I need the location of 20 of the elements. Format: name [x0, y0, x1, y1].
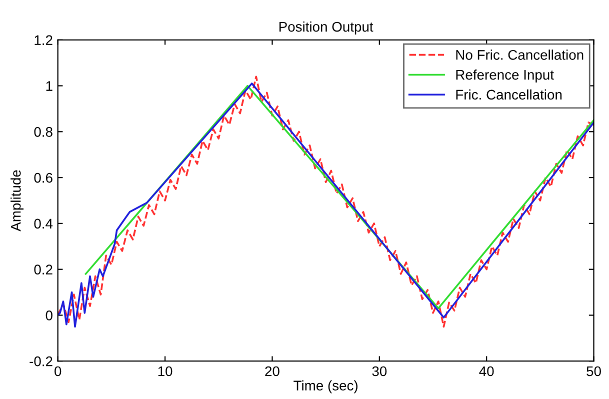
- legend-label: Reference Input: [456, 70, 554, 82]
- x-tick-label: 50: [586, 366, 601, 376]
- y-tick-label: 1.2: [34, 35, 52, 45]
- legend-label: Fric. Cancellation: [456, 89, 562, 100]
- legend-label: No Fric. Cancellation: [456, 50, 584, 60]
- y-tick-label: -0.2: [30, 356, 52, 366]
- y-tick-label: 0.4: [34, 218, 53, 229]
- x-tick-label: 0: [54, 366, 62, 376]
- x-tick-label: 20: [265, 366, 280, 376]
- x-tick-label: 40: [479, 366, 494, 376]
- y-axis-title: Amplitude: [10, 170, 24, 232]
- y-tick-label: 1: [46, 81, 52, 91]
- y-tick-label: 0: [46, 310, 52, 320]
- x-axis-title: Time (sec): [294, 380, 358, 394]
- y-tick-label: 0.8: [34, 127, 52, 137]
- y-tick-label: 0.2: [34, 264, 52, 274]
- x-tick-label: 30: [372, 366, 387, 376]
- y-tick-label: 0.6: [34, 172, 52, 183]
- chart-title: Position Output: [279, 22, 374, 34]
- x-tick-label: 10: [158, 366, 172, 376]
